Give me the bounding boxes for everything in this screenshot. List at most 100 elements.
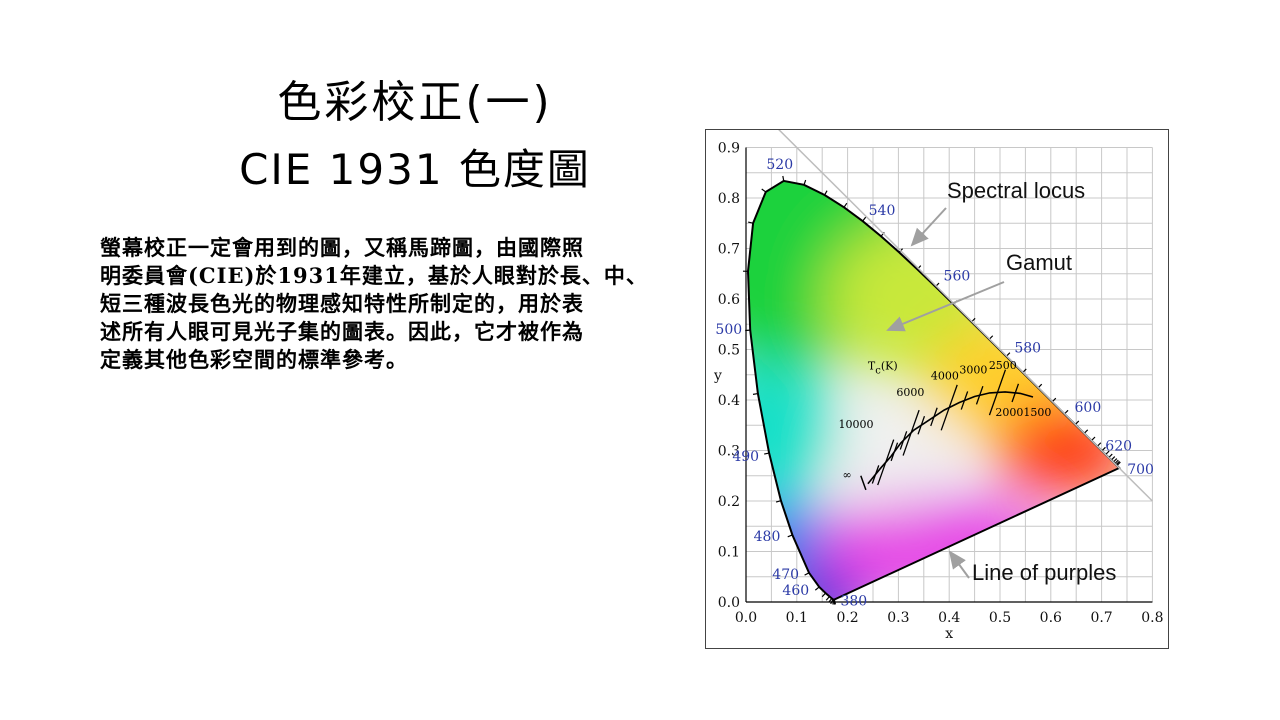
locus-tick bbox=[1114, 459, 1119, 465]
isotemperature-line bbox=[917, 415, 926, 435]
x-tick-label: 0.7 bbox=[1090, 610, 1112, 626]
x-tick-label: 0.2 bbox=[836, 610, 858, 626]
wavelength-label: 500 bbox=[715, 322, 742, 338]
isotemperature-line bbox=[871, 465, 880, 484]
cie-diagram-svg: 0.0 0.1 0.2 0.3 0.4 0.5 0.6 0.7 0.8 0.0 0.1 0.2 0.3 0… bbox=[713, 121, 1164, 643]
planckian-temp-label: 1500 bbox=[1023, 406, 1051, 419]
locus-tick bbox=[764, 452, 770, 455]
locus-tick bbox=[843, 202, 848, 208]
x-tick-label: 0.6 bbox=[1040, 610, 1062, 626]
locus-tick bbox=[824, 190, 828, 196]
line-of-purples-arrow bbox=[948, 550, 970, 579]
y-axis-label: y bbox=[713, 368, 722, 384]
gamut-label: Gamut bbox=[1006, 250, 1072, 275]
body-line: 述所有人眼可見光子集的圖表。因此，它才被作為 bbox=[100, 319, 584, 344]
cie-chromaticity-diagram: 0.0 0.1 0.2 0.3 0.4 0.5 0.6 0.7 0.8 0.0 0.1 0.2 0.3 0… bbox=[705, 121, 1169, 649]
line-of-purples-label: Line of purples bbox=[972, 560, 1116, 585]
locus-tick bbox=[1110, 456, 1116, 461]
x-axis-label: x bbox=[945, 626, 953, 642]
isotemperature-line bbox=[890, 442, 899, 462]
y-tick-label: 0.5 bbox=[718, 343, 740, 359]
body-line: 短三種波長色光的物理感知特性所制定的，用於表 bbox=[100, 291, 584, 316]
spectral-locus-label: Spectral locus bbox=[947, 178, 1085, 203]
wavelength-label: 700 bbox=[1127, 462, 1154, 478]
annotations: Spectral locus Gamut Line of purples bbox=[886, 178, 1116, 585]
planckian-temp-label: 2000 bbox=[995, 406, 1023, 419]
wavelength-label: 460 bbox=[782, 583, 809, 599]
spectral-locus-arrow bbox=[910, 207, 947, 247]
isotemperature-line bbox=[975, 385, 984, 405]
planckian-curve bbox=[867, 391, 1034, 485]
locus-tick bbox=[1091, 436, 1096, 441]
planckian-locus: Tc(K) 10000 6000 4000 3000 2500 2000 1500 ∞ bbox=[838, 359, 1051, 491]
isotemperature-line bbox=[1011, 383, 1020, 403]
wavelength-label: 580 bbox=[1014, 340, 1041, 356]
planckian-temp-label: 3000 bbox=[959, 364, 987, 377]
y-tick-label: 0.3 bbox=[718, 444, 740, 460]
isotemperature-line bbox=[940, 384, 958, 431]
wavelength-label: 480 bbox=[754, 529, 781, 545]
wavelength-label: 490 bbox=[732, 449, 759, 465]
isotemperature-line bbox=[988, 369, 1007, 416]
locus-tick bbox=[748, 221, 754, 224]
gamut-arrow bbox=[886, 281, 1005, 332]
axes: 0.0 0.1 0.2 0.3 0.4 0.5 0.6 0.7 0.8 0.0 0.1 0.2 0.3 0… bbox=[713, 141, 1163, 643]
locus-tick bbox=[761, 188, 767, 193]
planckian-temp-label: 6000 bbox=[896, 386, 924, 399]
planckian-temp-label: ∞ bbox=[843, 468, 852, 481]
x-tick-label: 0.5 bbox=[989, 610, 1011, 626]
body-line: 定義其他色彩空間的標準參考。 bbox=[100, 347, 408, 372]
wavelength-label: 520 bbox=[766, 157, 793, 173]
locus-tick bbox=[1116, 461, 1121, 467]
wavelength-label: 380 bbox=[840, 593, 867, 609]
planckian-temp-label: 10000 bbox=[838, 418, 873, 431]
wavelength-label: 560 bbox=[944, 269, 971, 285]
y-tick-label: 0.4 bbox=[718, 393, 740, 409]
isotemperature-line bbox=[930, 407, 938, 427]
locus-tick bbox=[1115, 460, 1120, 466]
locus-tick bbox=[787, 534, 793, 538]
isotemperature-line bbox=[877, 439, 895, 486]
locus-tick bbox=[1083, 429, 1089, 434]
locus-tick bbox=[775, 500, 782, 503]
y-tick-label: 0.7 bbox=[718, 242, 740, 258]
planckian-title: Tc(K) bbox=[868, 360, 898, 377]
slide-subtitle: CIE 1931 色度圖 bbox=[239, 145, 591, 194]
isotemperature-line bbox=[902, 409, 920, 456]
infinity-tick bbox=[860, 475, 867, 491]
locus-tick bbox=[752, 392, 759, 395]
y-tick-label: 0.9 bbox=[718, 141, 740, 157]
body-line: 明委員會(CIE)於1931年建立，基於人眼對於長、中、 bbox=[100, 263, 648, 288]
isotemperature-line bbox=[899, 431, 908, 450]
locus-tick bbox=[862, 216, 867, 222]
planckian-temp-label: 4000 bbox=[931, 369, 959, 382]
y-tick-label: 0.8 bbox=[718, 191, 740, 207]
wavelength-label: 540 bbox=[869, 203, 896, 219]
locus-tick bbox=[803, 179, 807, 185]
body-paragraph: 螢幕校正一定會用到的圖，又稱馬蹄圖，由國際照 明委員會(CIE)於1931年建立… bbox=[100, 234, 670, 374]
x-tick-label: 0.1 bbox=[786, 610, 808, 626]
locus-tick bbox=[1105, 450, 1110, 455]
locus-tick bbox=[814, 586, 820, 591]
locus-tick bbox=[825, 596, 830, 601]
y-tick-label: 0.6 bbox=[718, 292, 740, 308]
x-tick-label: 0.8 bbox=[1141, 610, 1163, 626]
y-tick-label: 0.0 bbox=[718, 595, 740, 611]
locus-tick bbox=[1101, 446, 1106, 452]
y-tick-label: 0.2 bbox=[718, 494, 740, 510]
reference-diagonal-line bbox=[770, 121, 1153, 502]
locus-tick bbox=[1096, 442, 1102, 447]
locus-tick bbox=[1112, 458, 1118, 463]
locus-tick bbox=[782, 175, 785, 182]
locus-tick bbox=[1108, 453, 1113, 459]
x-tick-label: 0.4 bbox=[938, 610, 960, 626]
wavelength-label: 620 bbox=[1105, 438, 1132, 454]
body-line: 螢幕校正一定會用到的圖，又稱馬蹄圖，由國際照 bbox=[100, 235, 584, 260]
planckian-temp-label: 2500 bbox=[989, 359, 1017, 372]
locus-tick bbox=[821, 592, 826, 598]
wavelength-label: 470 bbox=[772, 567, 799, 583]
x-tick-label: 0.0 bbox=[735, 610, 757, 626]
wavelength-label: 600 bbox=[1075, 400, 1102, 416]
locus-tick bbox=[804, 572, 810, 576]
y-tick-label: 0.1 bbox=[718, 545, 740, 561]
